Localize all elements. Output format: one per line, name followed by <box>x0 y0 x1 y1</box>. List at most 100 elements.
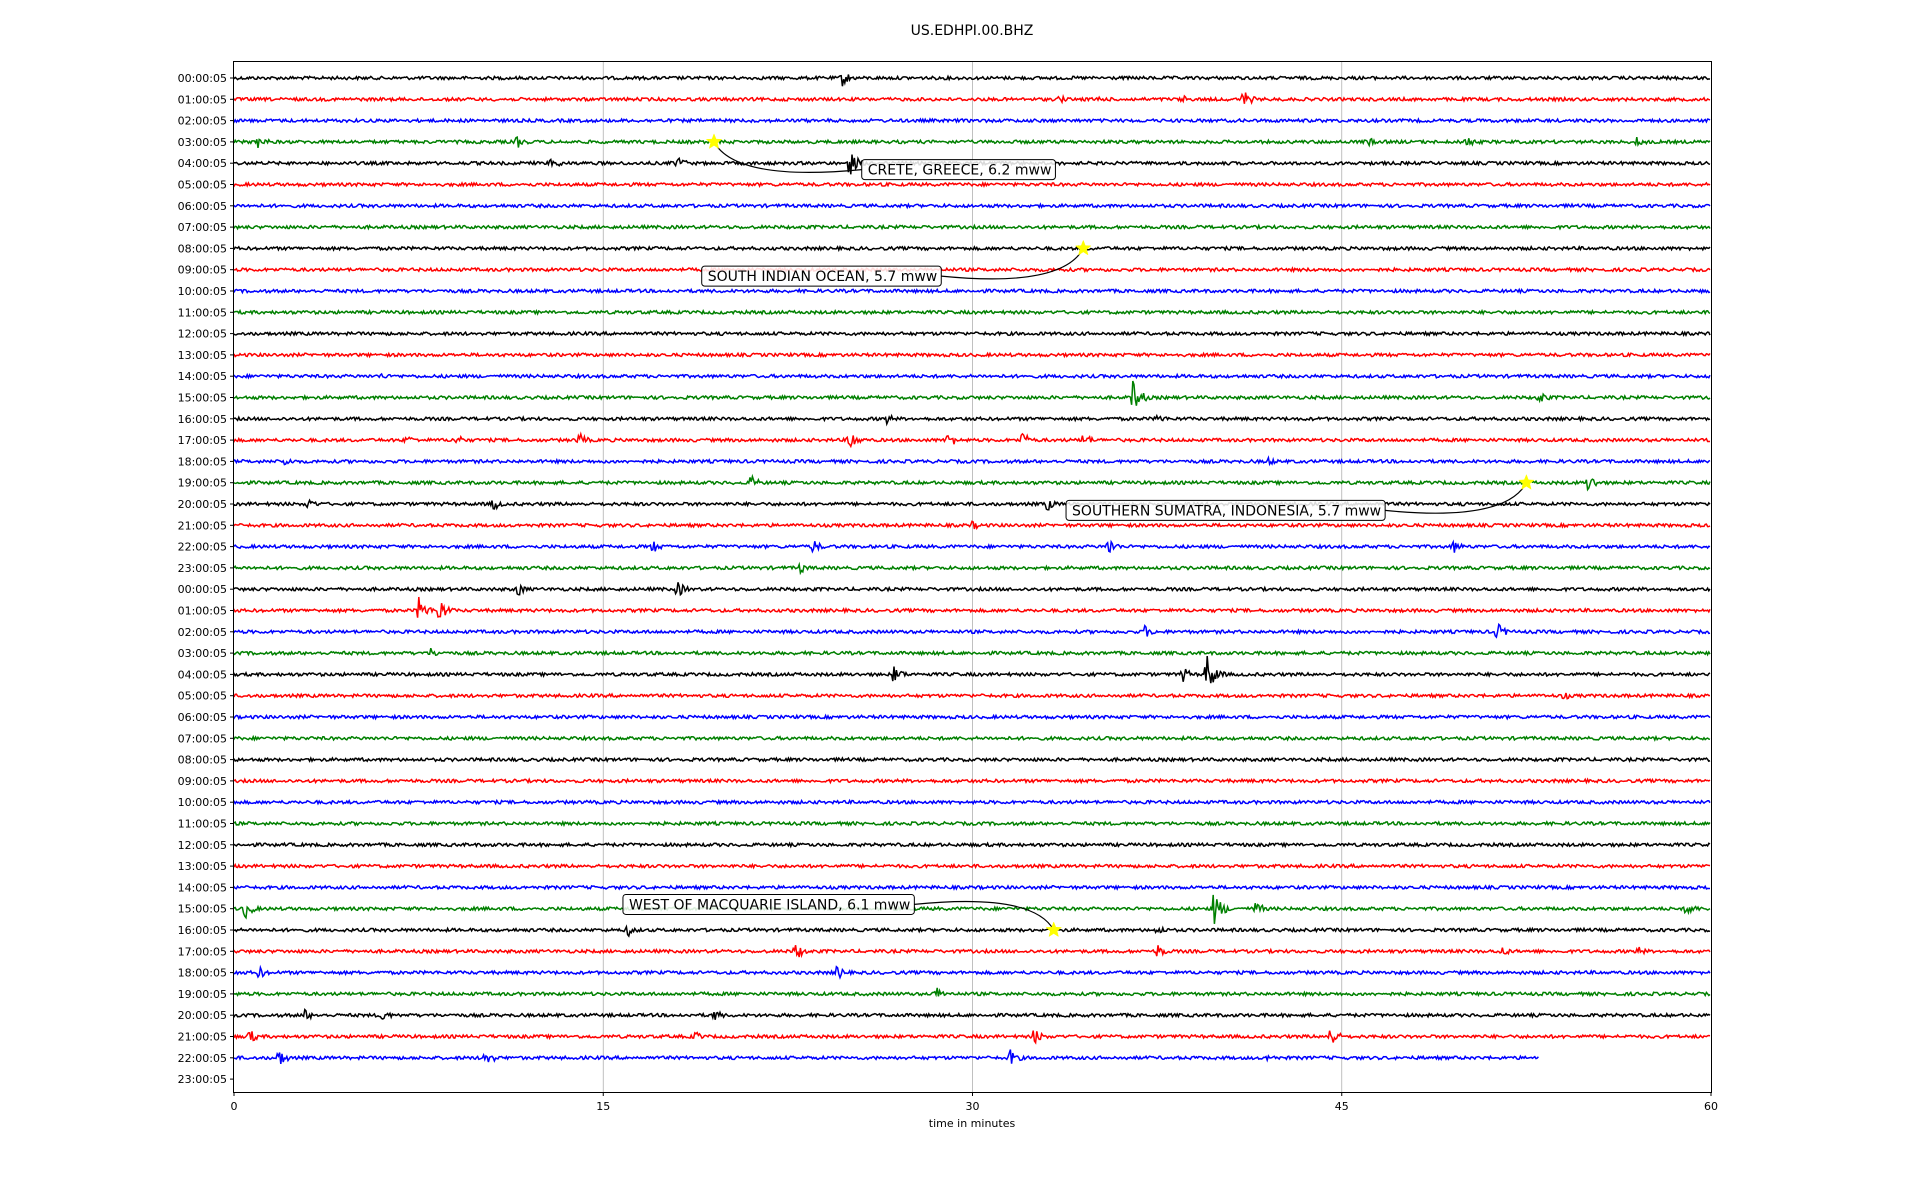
event-label-box <box>701 265 942 287</box>
event-annotation: SOUTHERN SUMATRA, INDONESIA, 5.7 mww <box>1065 474 1535 521</box>
vertical-gridlines <box>602 62 1343 1092</box>
seismic-trace <box>233 883 1710 891</box>
seismic-trace <box>233 622 1711 639</box>
y-tick-label: 23:00:05 <box>178 1073 227 1086</box>
y-tick-label: 13:00:05 <box>178 860 227 873</box>
y-tick-label: 06:00:05 <box>178 711 227 724</box>
seismic-trace <box>233 308 1711 316</box>
y-tick-label: 11:00:05 <box>178 306 227 319</box>
y-tick-label: 21:00:05 <box>178 1031 227 1044</box>
seismic-trace <box>233 520 1711 531</box>
y-tick-label: 12:00:05 <box>178 839 227 852</box>
y-tick-label: 18:00:05 <box>178 967 227 980</box>
y-tick-label: 16:00:05 <box>178 413 227 426</box>
event-star-marker <box>1518 474 1535 490</box>
x-tick-label: 0 <box>231 1100 238 1113</box>
seismic-trace <box>233 223 1711 231</box>
y-tick-label: 06:00:05 <box>178 200 227 213</box>
x-axis-ticks: 0 15 30 45 60 <box>231 1092 1718 1113</box>
event-label-box <box>861 159 1056 181</box>
event-star-marker <box>1075 239 1092 256</box>
event-annotation: SOUTH INDIAN OCEAN, 5.7 mww <box>701 239 1092 287</box>
event-annotation: WEST OF MACQUARIE ISLAND, 6.1 mww <box>622 893 1062 938</box>
x-tick-label: 60 <box>1704 1100 1718 1113</box>
seismic-trace <box>233 330 1711 338</box>
y-tick-label: 16:00:05 <box>178 924 227 937</box>
y-tick-label: 00:00:05 <box>178 583 227 596</box>
seismic-trace <box>233 473 1711 492</box>
seismic-trace <box>233 582 1711 597</box>
y-tick-label: 10:00:05 <box>178 285 227 298</box>
seismic-trace <box>233 455 1711 467</box>
y-tick-label: 02:00:05 <box>178 115 227 128</box>
seismic-trace <box>233 596 1711 618</box>
y-tick-label: 15:00:05 <box>178 903 227 916</box>
seismic-trace <box>233 431 1711 449</box>
y-tick-label: 14:00:05 <box>178 370 227 383</box>
seismic-trace <box>233 1007 1711 1021</box>
y-tick-label: 11:00:05 <box>178 818 227 831</box>
y-tick-label: 13:00:05 <box>178 349 227 362</box>
seismic-trace <box>233 987 1711 998</box>
y-tick-label: 05:00:05 <box>178 690 227 703</box>
event-star-marker <box>705 133 723 149</box>
event-label: SOUTHERN SUMATRA, INDONESIA, 5.7 mww <box>1072 503 1381 519</box>
y-tick-label: 21:00:05 <box>178 519 227 532</box>
event-label-box <box>622 893 915 915</box>
seismic-trace <box>233 734 1711 742</box>
seismic-trace <box>233 647 1711 657</box>
event-connector <box>1385 482 1527 514</box>
seismic-trace <box>233 202 1711 210</box>
seismic-trace <box>233 413 1711 427</box>
event-connector <box>713 141 862 173</box>
y-tick-label: 01:00:05 <box>178 605 227 618</box>
seismic-trace <box>233 135 1711 149</box>
event-label: CRETE, GREECE, 6.2 mww <box>868 163 1052 179</box>
y-tick-label: 03:00:05 <box>178 647 227 660</box>
seismic-trace <box>233 945 1711 959</box>
y-tick-label: 23:00:05 <box>178 562 227 575</box>
y-tick-label: 08:00:05 <box>178 754 227 767</box>
x-tick-label: 45 <box>1335 1100 1349 1113</box>
y-tick-label: 18:00:05 <box>178 455 227 468</box>
seismic-trace <box>233 74 1711 87</box>
event-label-box <box>1065 499 1386 521</box>
y-tick-label: 04:00:05 <box>178 668 227 681</box>
seismic-trace <box>233 372 1711 380</box>
seismic-trace <box>233 841 1711 849</box>
seismic-trace <box>233 287 1711 295</box>
seismic-trace <box>233 92 1711 106</box>
y-tick-label: 17:00:05 <box>178 434 227 447</box>
seismic-trace <box>233 117 1711 125</box>
event-label: SOUTH INDIAN OCEAN, 5.7 mww <box>708 269 938 285</box>
event-annotation: CRETE, GREECE, 6.2 mww <box>705 133 1056 181</box>
y-tick-label: 10:00:05 <box>178 796 227 809</box>
seismic-trace <box>233 539 1711 554</box>
y-tick-label: 20:00:05 <box>178 1009 227 1022</box>
seismic-trace <box>233 862 1711 870</box>
y-axis-time-labels: 00:00:05 01:00:05 02:00:05 03:00:05 04:00:05… <box>178 72 234 1086</box>
y-tick-label: 08:00:05 <box>178 242 227 255</box>
y-tick-label: 22:00:05 <box>178 541 227 554</box>
y-tick-label: 02:00:05 <box>178 626 227 639</box>
y-tick-label: 12:00:05 <box>178 328 227 341</box>
seismic-trace <box>233 1049 1539 1064</box>
event-star-marker <box>1045 921 1062 938</box>
seismic-trace <box>233 351 1711 359</box>
seismic-trace <box>233 498 1711 511</box>
y-tick-label: 15:00:05 <box>178 392 227 405</box>
y-tick-label: 22:00:05 <box>178 1052 227 1065</box>
seismic-trace <box>233 756 1711 763</box>
y-tick-label: 03:00:05 <box>178 136 227 149</box>
seismic-trace <box>233 561 1711 576</box>
y-tick-label: 20:00:05 <box>178 498 227 511</box>
event-label: WEST OF MACQUARIE ISLAND, 6.1 mww <box>629 897 910 913</box>
seismic-trace <box>233 964 1711 980</box>
y-tick-label: 04:00:05 <box>178 157 227 170</box>
seismic-trace <box>233 244 1711 253</box>
plot-frame <box>233 61 1712 1093</box>
y-tick-label: 09:00:05 <box>178 264 227 277</box>
seismic-trace <box>233 655 1711 684</box>
event-annotations: CRETE, GREECE, 6.2 mww SOUTH INDIAN OCEAN… <box>622 133 1535 938</box>
